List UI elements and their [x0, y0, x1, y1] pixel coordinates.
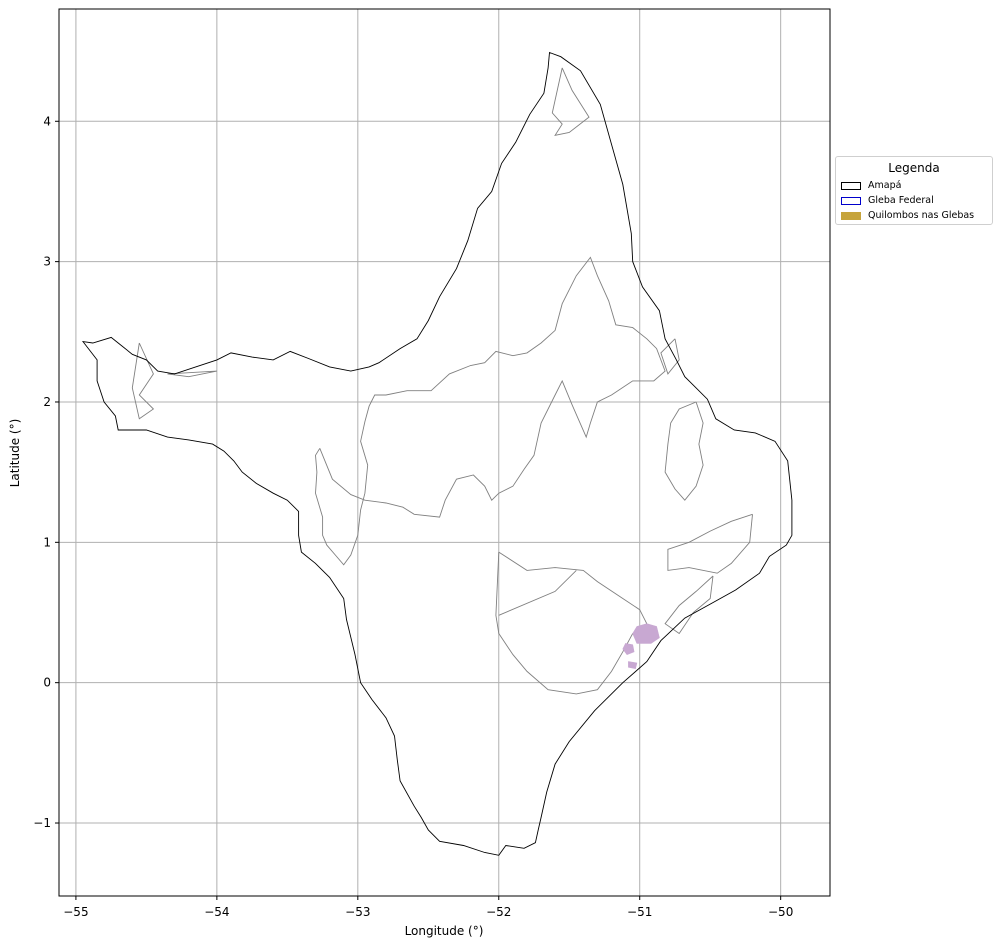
- y-tick-label: 3: [43, 255, 51, 269]
- gleba-outline: [664, 401, 704, 501]
- legend-entry-quilombos: Quilombos nas Glebas: [836, 208, 992, 223]
- quilombo-area: [632, 623, 660, 644]
- y-tick-label: 2: [43, 395, 51, 409]
- legend-label-gleba-federal: Gleba Federal: [868, 195, 934, 206]
- x-tick-label: −55: [63, 905, 88, 919]
- y-axis-ticks: −1 0 1 2 3 4: [33, 114, 59, 830]
- y-axis-label: Latitude (°): [8, 419, 22, 488]
- legend-swatch-amapa: [841, 181, 861, 190]
- legend-title: Legenda: [888, 161, 940, 175]
- gleba-outline: [315, 256, 666, 566]
- legend-label-amapa: Amapá: [868, 180, 902, 191]
- y-tick-label: 4: [43, 114, 51, 128]
- legend-label-quilombos: Quilombos nas Glebas: [868, 210, 975, 221]
- x-tick-label: −51: [627, 905, 652, 919]
- legend-swatch-gleba-federal: [841, 196, 861, 205]
- x-tick-label: −50: [768, 905, 793, 919]
- y-tick-label: 1: [43, 535, 51, 549]
- gleba-outline: [495, 551, 648, 695]
- y-tick-label: 0: [43, 676, 51, 690]
- y-tick-label: −1: [33, 816, 51, 830]
- legend-entry-amapa: Amapá: [836, 178, 992, 193]
- quilombo-area: [622, 643, 635, 655]
- plot-frame: [58, 8, 831, 897]
- x-tick-label: −54: [204, 905, 229, 919]
- gridlines: [59, 9, 830, 896]
- gleba-outline: [664, 575, 714, 635]
- gleba-outline: [131, 342, 155, 420]
- legend: Legenda Amapá Gleba Federal Quilombos na…: [835, 156, 993, 225]
- amapa-outline: [81, 51, 793, 856]
- gleba-outline: [167, 370, 217, 378]
- legend-entry-gleba-federal: Gleba Federal: [836, 193, 992, 208]
- x-tick-label: −52: [486, 905, 511, 919]
- x-axis-label: Longitude (°): [405, 924, 484, 938]
- legend-swatch-quilombos: [841, 211, 861, 220]
- map-layers: [81, 51, 793, 856]
- x-tick-label: −53: [345, 905, 370, 919]
- quilombo-area: [628, 661, 638, 669]
- gleba-outline: [660, 338, 680, 375]
- x-axis-ticks: −55 −54 −53 −52 −51 −50: [63, 896, 793, 919]
- gleba-outline: [667, 513, 753, 574]
- gleba-outline: [498, 570, 577, 616]
- gleba-outline: [551, 67, 590, 136]
